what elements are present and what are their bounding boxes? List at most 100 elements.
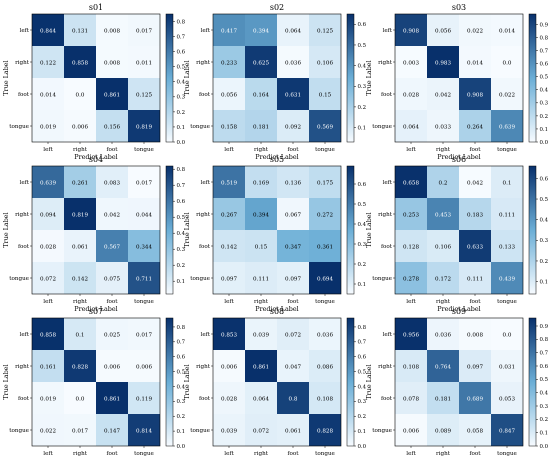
heatmap-cell	[128, 78, 160, 110]
colorbar-tick-label: 0.2	[358, 414, 367, 420]
cell-value-label: 0.142	[72, 277, 88, 283]
cell-value-label: 0.156	[104, 125, 120, 131]
heatmap-cell	[32, 110, 64, 142]
cell-value-label: 0.097	[285, 277, 301, 283]
cell-value-label: 0.044	[136, 213, 152, 219]
y-tick-label: right	[15, 212, 30, 218]
heatmap-cell	[491, 78, 523, 110]
y-tick-label: right	[15, 364, 30, 370]
heatmap-cell	[213, 78, 245, 110]
heatmap-cell	[277, 198, 309, 230]
cell-value-label: 0.181	[253, 125, 269, 131]
heatmap-cell	[213, 230, 245, 262]
colorbar	[346, 13, 355, 143]
cell-value-label: 0.175	[317, 181, 333, 187]
y-tick-label: tongue	[372, 276, 392, 282]
panel-s03: s03 0.908 0.056 0.022 0.014 0.003 0.983 0.014 0.…	[365, 3, 549, 161]
colorbar-tick-label: 0.6	[540, 62, 549, 68]
y-tick-label: right	[196, 60, 211, 66]
cell-value-label: 0.639	[40, 181, 56, 187]
cell-value-label: 0.019	[40, 397, 56, 403]
x-tick-label: left	[224, 299, 234, 305]
heatmap-cell	[427, 318, 459, 350]
heatmap-cell	[395, 166, 427, 198]
cell-value-label: 0.394	[253, 213, 269, 219]
heatmap-cell	[491, 262, 523, 294]
cell-value-label: 0.061	[72, 245, 88, 251]
heatmap-cell	[128, 14, 160, 46]
heatmap-cell	[491, 318, 523, 350]
heatmap-cell	[96, 318, 128, 350]
cell-value-label: 0.858	[72, 61, 88, 67]
y-tick-label: foot	[18, 396, 30, 402]
heatmap-cell	[491, 198, 523, 230]
plot-frame	[212, 317, 342, 447]
heatmap-cell	[96, 382, 128, 414]
x-axis-label: Predict Label	[74, 305, 117, 313]
colorbar-tick-label: 0.5	[358, 43, 367, 49]
cell-value-label: 0.2	[439, 181, 448, 187]
cell-value-label: 0.089	[435, 429, 451, 435]
y-tick-label: left	[201, 332, 211, 338]
heatmap-cell	[427, 414, 459, 446]
colorbar-tick-label: 0.5	[540, 377, 549, 383]
cell-value-label: 0.006	[221, 365, 237, 371]
colorbar-tick-label: 0.1	[177, 125, 186, 131]
colorbar-tick-label: 0.3	[358, 84, 367, 90]
x-tick-label: right	[436, 451, 451, 456]
cell-value-label: 0.858	[40, 333, 56, 339]
panel-s06: s06 0.658 0.2 0.042 0.1 0.253 0.453 0.183 0.111 0…	[365, 155, 549, 313]
heatmap-cell	[277, 262, 309, 294]
y-tick-label: right	[196, 364, 211, 370]
colorbar-tick-label: 0.8	[177, 325, 186, 331]
heatmap-cell	[427, 110, 459, 142]
heatmap-cell	[96, 46, 128, 78]
heatmap-cell	[32, 166, 64, 198]
x-tick-label: tongue	[497, 299, 517, 305]
cell-value-label: 0.014	[467, 61, 483, 67]
cell-value-label: 0.0	[76, 93, 85, 99]
x-tick-label: left	[406, 451, 416, 456]
cell-value-label: 0.111	[499, 213, 515, 219]
panel-s01: s01 0.844 0.131 0.008 0.017 0.122 0.858 0.008 0.…	[2, 3, 186, 161]
colorbar-tick-label: 0.4	[177, 384, 186, 390]
x-tick-label: foot	[287, 147, 299, 153]
y-tick-label: left	[20, 28, 30, 34]
x-tick-label: left	[224, 147, 234, 153]
heatmap-cell	[64, 350, 96, 382]
heatmap-cell	[395, 14, 427, 46]
cell-value-label: 0.083	[104, 181, 120, 187]
heatmap-cell	[245, 382, 277, 414]
x-tick-label: foot	[106, 299, 118, 305]
heatmap-cell	[459, 414, 491, 446]
plot-frame	[31, 317, 161, 447]
heatmap-cell	[491, 230, 523, 262]
heatmap-cell	[309, 46, 341, 78]
heatmap-cell	[96, 110, 128, 142]
panel-title: s01	[89, 3, 103, 12]
colorbar-tick-label: 0.5	[358, 369, 367, 375]
cell-value-label: 0.264	[467, 125, 483, 131]
heatmap-cell	[395, 262, 427, 294]
cell-value-label: 0.025	[104, 333, 120, 339]
y-tick-label: right	[196, 212, 211, 218]
cell-value-label: 0.031	[499, 365, 515, 371]
heatmap-cell	[128, 318, 160, 350]
cell-value-label: 0.028	[221, 397, 237, 403]
cell-value-label: 0.567	[104, 245, 120, 251]
colorbar-tick-label: 0.5	[177, 65, 186, 71]
heatmap-cell	[395, 78, 427, 110]
heatmap-cell	[277, 230, 309, 262]
panel-s04: s04 0.639 0.261 0.083 0.017 0.094 0.819 0.042 0.…	[2, 155, 186, 313]
x-tick-label: foot	[469, 451, 481, 456]
heatmap-cell	[395, 198, 427, 230]
cell-value-label: 0.028	[403, 93, 419, 99]
cell-value-label: 0.15	[319, 93, 332, 99]
cell-value-label: 0.519	[221, 181, 237, 187]
heatmap-cell	[427, 350, 459, 382]
cell-value-label: 0.003	[403, 61, 419, 67]
cell-value-label: 0.8	[289, 397, 298, 403]
x-tick-label: right	[73, 299, 88, 305]
cell-value-label: 0.0	[503, 333, 512, 339]
